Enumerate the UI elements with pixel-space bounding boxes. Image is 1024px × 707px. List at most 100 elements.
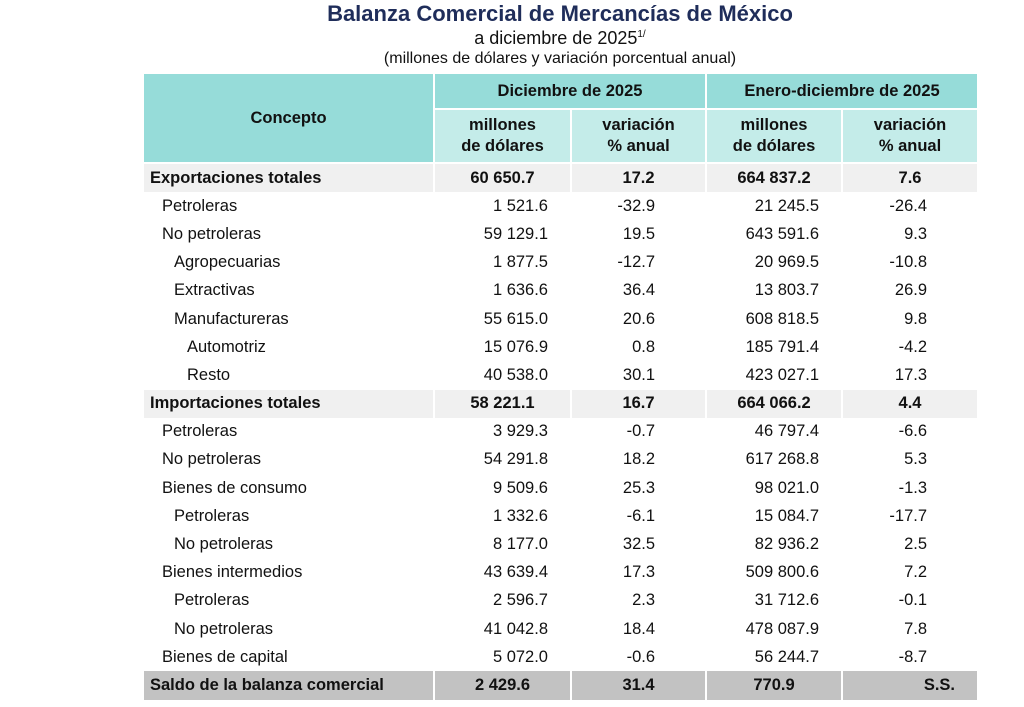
table-row: Petroleras 2 596.7 2.3 31 712.6 -0.1	[142, 586, 980, 615]
row-label: Manufactureras	[142, 304, 435, 334]
table-row: Petroleras 3 929.3 -0.7 46 797.4 -6.6	[142, 417, 980, 446]
value-cell: 15 084.7	[705, 502, 844, 531]
value-cell: 9 509.6	[433, 474, 572, 503]
table-row: Bienes de capital 5 072.0 -0.6 56 244.7 -8.7	[142, 643, 980, 672]
variation-cell: S.S.	[841, 671, 980, 700]
variation-cell: 17.2	[569, 163, 708, 193]
subheader-line1: variación	[602, 116, 675, 134]
page-subtitle: a diciembre de 20251/	[0, 28, 1024, 49]
variation-cell: -0.7	[569, 417, 708, 446]
variation-cell: -0.1	[841, 586, 980, 615]
variation-cell: 9.8	[841, 304, 980, 334]
row-label: No petroleras	[142, 445, 435, 475]
variation-cell: 36.4	[569, 276, 708, 305]
value-cell: 478 087.9	[705, 615, 844, 644]
value-cell: 60 650.7	[433, 163, 572, 193]
variation-cell: 16.7	[569, 389, 708, 418]
row-label: Extractivas	[142, 276, 435, 305]
variation-cell: 7.6	[841, 163, 980, 193]
table-row: Exportaciones totales 60 650.7 17.2 664 837…	[142, 163, 980, 193]
row-label: Importaciones totales	[142, 389, 435, 418]
value-cell: 617 268.8	[705, 445, 844, 475]
value-cell: 3 929.3	[433, 417, 572, 446]
page-title: Balanza Comercial de Mercancías de Méxic…	[327, 1, 793, 26]
variation-cell: 17.3	[569, 558, 708, 587]
value-cell: 59 129.1	[433, 220, 572, 249]
variation-cell: 17.3	[841, 361, 980, 390]
variation-cell: 7.8	[841, 615, 980, 644]
group-header-december: Diciembre de 2025	[432, 72, 708, 110]
table-row: No petroleras 54 291.8 18.2 617 268.8 5.3	[142, 445, 980, 475]
value-cell: 58 221.1	[433, 389, 572, 418]
subheader-line2: % anual	[878, 137, 942, 155]
table-row: Automotriz 15 076.9 0.8 185 791.4 -4.2	[142, 333, 980, 362]
variation-cell: 4.4	[841, 389, 980, 418]
table-row: Bienes intermedios 43 639.4 17.3 509 800.6 7…	[142, 558, 980, 587]
value-cell: 41 042.8	[433, 615, 572, 644]
variation-cell: 18.2	[569, 445, 708, 475]
row-label: Bienes de capital	[142, 643, 435, 672]
value-cell: 40 538.0	[433, 361, 572, 390]
value-cell: 43 639.4	[433, 558, 572, 587]
variation-cell: -8.7	[841, 643, 980, 672]
row-label: Automotriz	[142, 333, 435, 362]
subheader-line2: de dólares	[732, 137, 816, 155]
value-cell: 664 066.2	[705, 389, 844, 418]
value-cell: 55 615.0	[433, 304, 572, 334]
value-cell: 423 027.1	[705, 361, 844, 390]
value-cell: 98 021.0	[705, 474, 844, 503]
variation-cell: 32.5	[569, 530, 708, 559]
row-label: No petroleras	[142, 530, 435, 559]
variation-cell: 7.2	[841, 558, 980, 587]
table-row: Extractivas 1 636.6 36.4 13 803.7 26.9	[142, 276, 980, 305]
row-label: Exportaciones totales	[142, 163, 435, 193]
table-row: Importaciones totales 58 221.1 16.7 664 066…	[142, 389, 980, 418]
value-cell: 1 332.6	[433, 502, 572, 531]
subheader-line1: variación	[873, 116, 947, 134]
table-row: No petroleras 8 177.0 32.5 82 936.2 2.5	[142, 530, 980, 559]
value-cell: 46 797.4	[705, 417, 844, 446]
table-row: No petroleras 41 042.8 18.4 478 087.9 7.8	[142, 615, 980, 644]
variation-cell: -6.6	[841, 417, 980, 446]
variation-cell: -0.6	[569, 643, 708, 672]
value-cell: 54 291.8	[433, 445, 572, 475]
subheader-line1: millones	[469, 116, 536, 134]
variation-cell: -10.8	[841, 248, 980, 277]
variation-cell: 2.3	[569, 586, 708, 615]
table-row: Manufactureras 55 615.0 20.6 608 818.5 9.8	[142, 304, 980, 334]
table-row: Resto 40 538.0 30.1 423 027.1 17.3	[142, 361, 980, 390]
row-label: Agropecuarias	[142, 248, 435, 277]
variation-cell: -1.3	[841, 474, 980, 503]
variation-cell: -26.4	[841, 192, 980, 221]
units-note: (millones de dólares y variación porcent…	[383, 50, 737, 67]
row-label: Petroleras	[142, 502, 435, 531]
variation-cell: 2.5	[841, 530, 980, 559]
value-cell: 664 837.2	[705, 163, 844, 193]
variation-cell: -32.9	[569, 192, 708, 221]
value-cell: 20 969.5	[705, 248, 844, 277]
value-cell: 643 591.6	[705, 220, 844, 249]
table-row: Agropecuarias 1 877.5 -12.7 20 969.5 -10.8	[142, 248, 980, 277]
value-cell: 2 429.6	[433, 671, 572, 700]
value-cell: 1 877.5	[433, 248, 572, 277]
table-row: Petroleras 1 521.6 -32.9 21 245.5 -26.4	[142, 192, 980, 221]
variation-cell: 20.6	[569, 304, 708, 334]
value-cell: 5 072.0	[433, 643, 572, 672]
subheader-line2: % anual	[607, 137, 670, 155]
row-label: Petroleras	[142, 586, 435, 615]
value-cell: 82 936.2	[705, 530, 844, 559]
row-label: Saldo de la balanza comercial	[142, 671, 435, 700]
value-cell: 15 076.9	[433, 333, 572, 362]
variation-cell: 9.3	[841, 220, 980, 249]
table-row: Petroleras 1 332.6 -6.1 15 084.7 -17.7	[142, 502, 980, 531]
value-cell: 509 800.6	[705, 558, 844, 587]
row-label: Resto	[142, 361, 435, 390]
subheader-line2: de dólares	[461, 137, 544, 155]
value-cell: 56 244.7	[705, 643, 844, 672]
table-row: Saldo de la balanza comercial 2 429.6 31.4…	[142, 671, 980, 700]
trade-balance-table: Concepto Diciembre de 2025 Enero-diciemb…	[142, 72, 980, 700]
row-label: Petroleras	[142, 417, 435, 446]
value-cell: 608 818.5	[705, 304, 844, 334]
variation-cell: -17.7	[841, 502, 980, 531]
table-row: Bienes de consumo 9 509.6 25.3 98 021.0 -1.3	[142, 474, 980, 503]
